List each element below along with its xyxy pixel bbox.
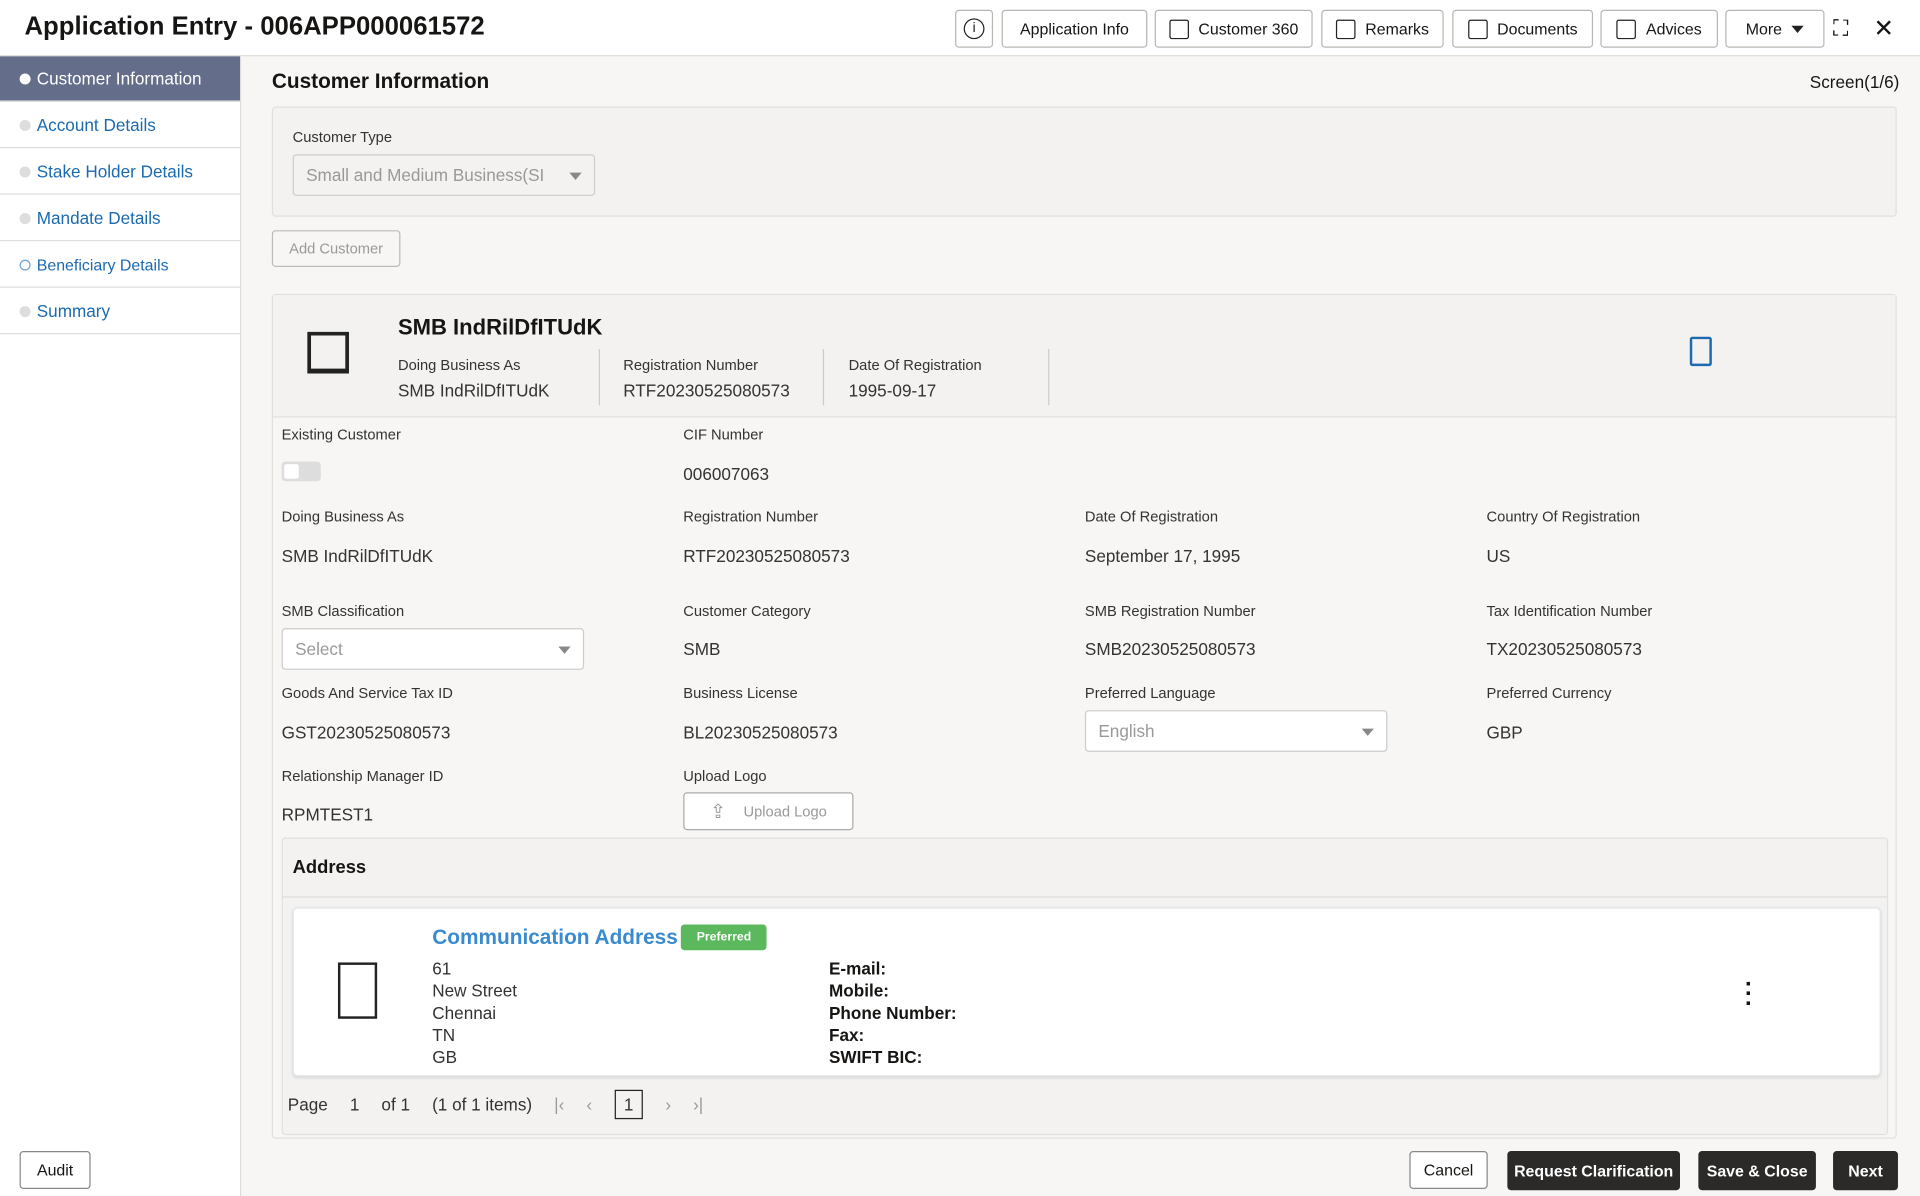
- info-button[interactable]: i: [955, 9, 994, 48]
- section-title: Customer Information: [271, 69, 490, 94]
- person-icon: [1168, 18, 1189, 39]
- chevron-down-icon: [1791, 25, 1805, 33]
- remarks-button[interactable]: Remarks: [1321, 9, 1444, 48]
- next-page-icon[interactable]: ›: [665, 1094, 672, 1115]
- customer-type-panel: Customer Type Small and Medium Business(…: [271, 106, 1897, 217]
- upload-icon: ⇪: [709, 801, 727, 823]
- fullscreen-icon[interactable]: ⛶: [1833, 15, 1849, 41]
- kebab-menu-icon[interactable]: · · ·: [1744, 971, 1754, 1018]
- header: Application Entry - 006APP000061572 i Ap…: [0, 0, 1920, 57]
- sidebar-item-summary[interactable]: Summary: [0, 289, 241, 335]
- sidebar-item-stake-holder-details[interactable]: Stake Holder Details: [0, 149, 241, 195]
- address-lines: 61 New Street Chennai TN GB: [432, 958, 518, 1067]
- sidebar-item-mandate-details[interactable]: Mandate Details: [0, 196, 241, 242]
- smb-classification-select[interactable]: Select: [281, 628, 585, 670]
- page-title: Application Entry - 006APP000061572: [24, 12, 485, 41]
- request-clarification-button[interactable]: Request Clarification: [1507, 1151, 1681, 1191]
- building-icon: [307, 331, 349, 374]
- screen-indicator: Screen(1/6): [1809, 72, 1900, 92]
- save-close-button[interactable]: Save & Close: [1698, 1151, 1816, 1191]
- close-icon[interactable]: ✕: [1873, 15, 1894, 43]
- sidebar: Customer Information Account Details Sta…: [0, 56, 242, 1196]
- pager: Page 1 of 1 (1 of 1 items) |‹ ‹ 1 › ›|: [288, 1089, 704, 1120]
- sidebar-item-beneficiary-details[interactable]: Beneficiary Details: [0, 242, 241, 288]
- more-button[interactable]: More: [1725, 9, 1825, 48]
- edit-document-icon[interactable]: [1689, 336, 1712, 367]
- date-of-registration-field[interactable]: September 17, 1995: [1084, 546, 1241, 566]
- existing-customer-toggle[interactable]: [281, 461, 321, 482]
- info-icon: i: [963, 18, 985, 40]
- audit-button[interactable]: Audit: [19, 1151, 91, 1189]
- sidebar-item-account-details[interactable]: Account Details: [0, 103, 241, 149]
- cif-number: 006007063: [683, 464, 770, 484]
- prev-page-icon[interactable]: ‹: [586, 1094, 593, 1115]
- last-page-icon[interactable]: ›|: [693, 1094, 704, 1115]
- customer-360-button[interactable]: Customer 360: [1154, 9, 1313, 48]
- address-panel: Address Communication Address Preferred …: [281, 837, 1889, 1136]
- preferred-language-select[interactable]: English: [1084, 710, 1388, 752]
- cancel-button[interactable]: Cancel: [1409, 1151, 1488, 1189]
- add-customer-button[interactable]: Add Customer: [271, 230, 401, 267]
- next-button[interactable]: Next: [1833, 1151, 1898, 1191]
- first-page-icon[interactable]: |‹: [554, 1094, 565, 1115]
- advices-button[interactable]: Advices: [1600, 9, 1718, 48]
- address-card: Communication Address Preferred 61 New St…: [292, 907, 1881, 1077]
- customer-card: SMB IndRilDfITUdK Doing Business As SMB …: [271, 293, 1897, 1139]
- sidebar-item-customer-information[interactable]: Customer Information: [0, 56, 241, 102]
- address-contacts: E-mail: Mobile: Phone Number: Fax: SWIFT BIC…: [828, 958, 957, 1067]
- advices-icon: [1616, 18, 1637, 39]
- check-icon: [19, 259, 31, 271]
- comment-icon: [1335, 18, 1356, 39]
- preferred-badge: Preferred: [680, 924, 768, 951]
- application-info-button[interactable]: Application Info: [1001, 9, 1148, 48]
- office-building-icon: [337, 962, 378, 1019]
- page-1-button[interactable]: 1: [614, 1089, 644, 1120]
- documents-button[interactable]: Documents: [1452, 9, 1594, 48]
- customer-name: SMB IndRilDfITUdK: [397, 314, 603, 340]
- document-icon: [1467, 18, 1488, 39]
- upload-logo-button[interactable]: ⇪ Upload Logo: [683, 792, 854, 831]
- customer-type-select[interactable]: Small and Medium Business(SI: [292, 154, 596, 196]
